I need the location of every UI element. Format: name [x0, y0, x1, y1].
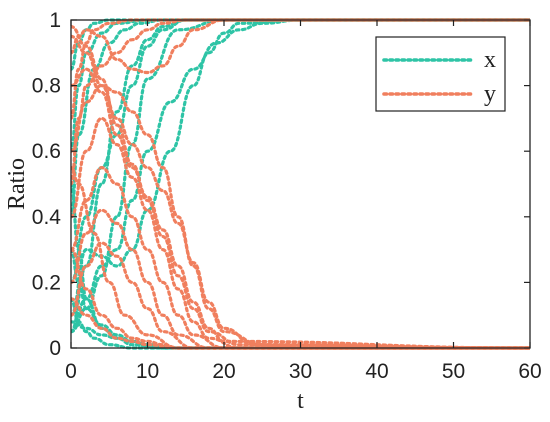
x-tick-label-50: 50 — [442, 360, 465, 383]
tick-layer: 0 10 20 30 40 50 60 0 0.2 0.4 0.6 0.8 1 — [32, 9, 542, 383]
series-y-trajectory-3 — [71, 83, 530, 350]
y-tick-label-0.8: 0.8 — [32, 75, 61, 98]
x-tick-label-10: 10 — [136, 360, 159, 383]
x-tick-label-30: 30 — [289, 360, 312, 383]
y-tick-label-0: 0 — [49, 337, 61, 360]
series-y-trajectory-13 — [71, 67, 530, 350]
series-y-trajectory-6 — [71, 208, 530, 350]
legend: x y — [375, 36, 506, 112]
x-tick-label-40: 40 — [365, 360, 388, 383]
x-tick-label-20: 20 — [212, 360, 235, 383]
legend-box — [375, 36, 506, 112]
y-tick-label-1: 1 — [49, 9, 61, 32]
x-tick-label-0: 0 — [65, 360, 77, 383]
legend-label-x: x — [484, 47, 496, 73]
x-axis-label: t — [297, 388, 304, 414]
y-tick-label-0.6: 0.6 — [32, 140, 61, 163]
series-layer — [71, 18, 530, 350]
series-y-trajectory-8 — [71, 34, 530, 350]
y-axis-label: Ratio — [4, 158, 30, 210]
x-tick-label-60: 60 — [518, 360, 541, 383]
y-tick-label-0.4: 0.4 — [32, 206, 62, 229]
legend-label-y: y — [484, 81, 496, 107]
y-tick-label-0.2: 0.2 — [32, 271, 61, 294]
series-y-trajectory-9 — [71, 25, 530, 350]
